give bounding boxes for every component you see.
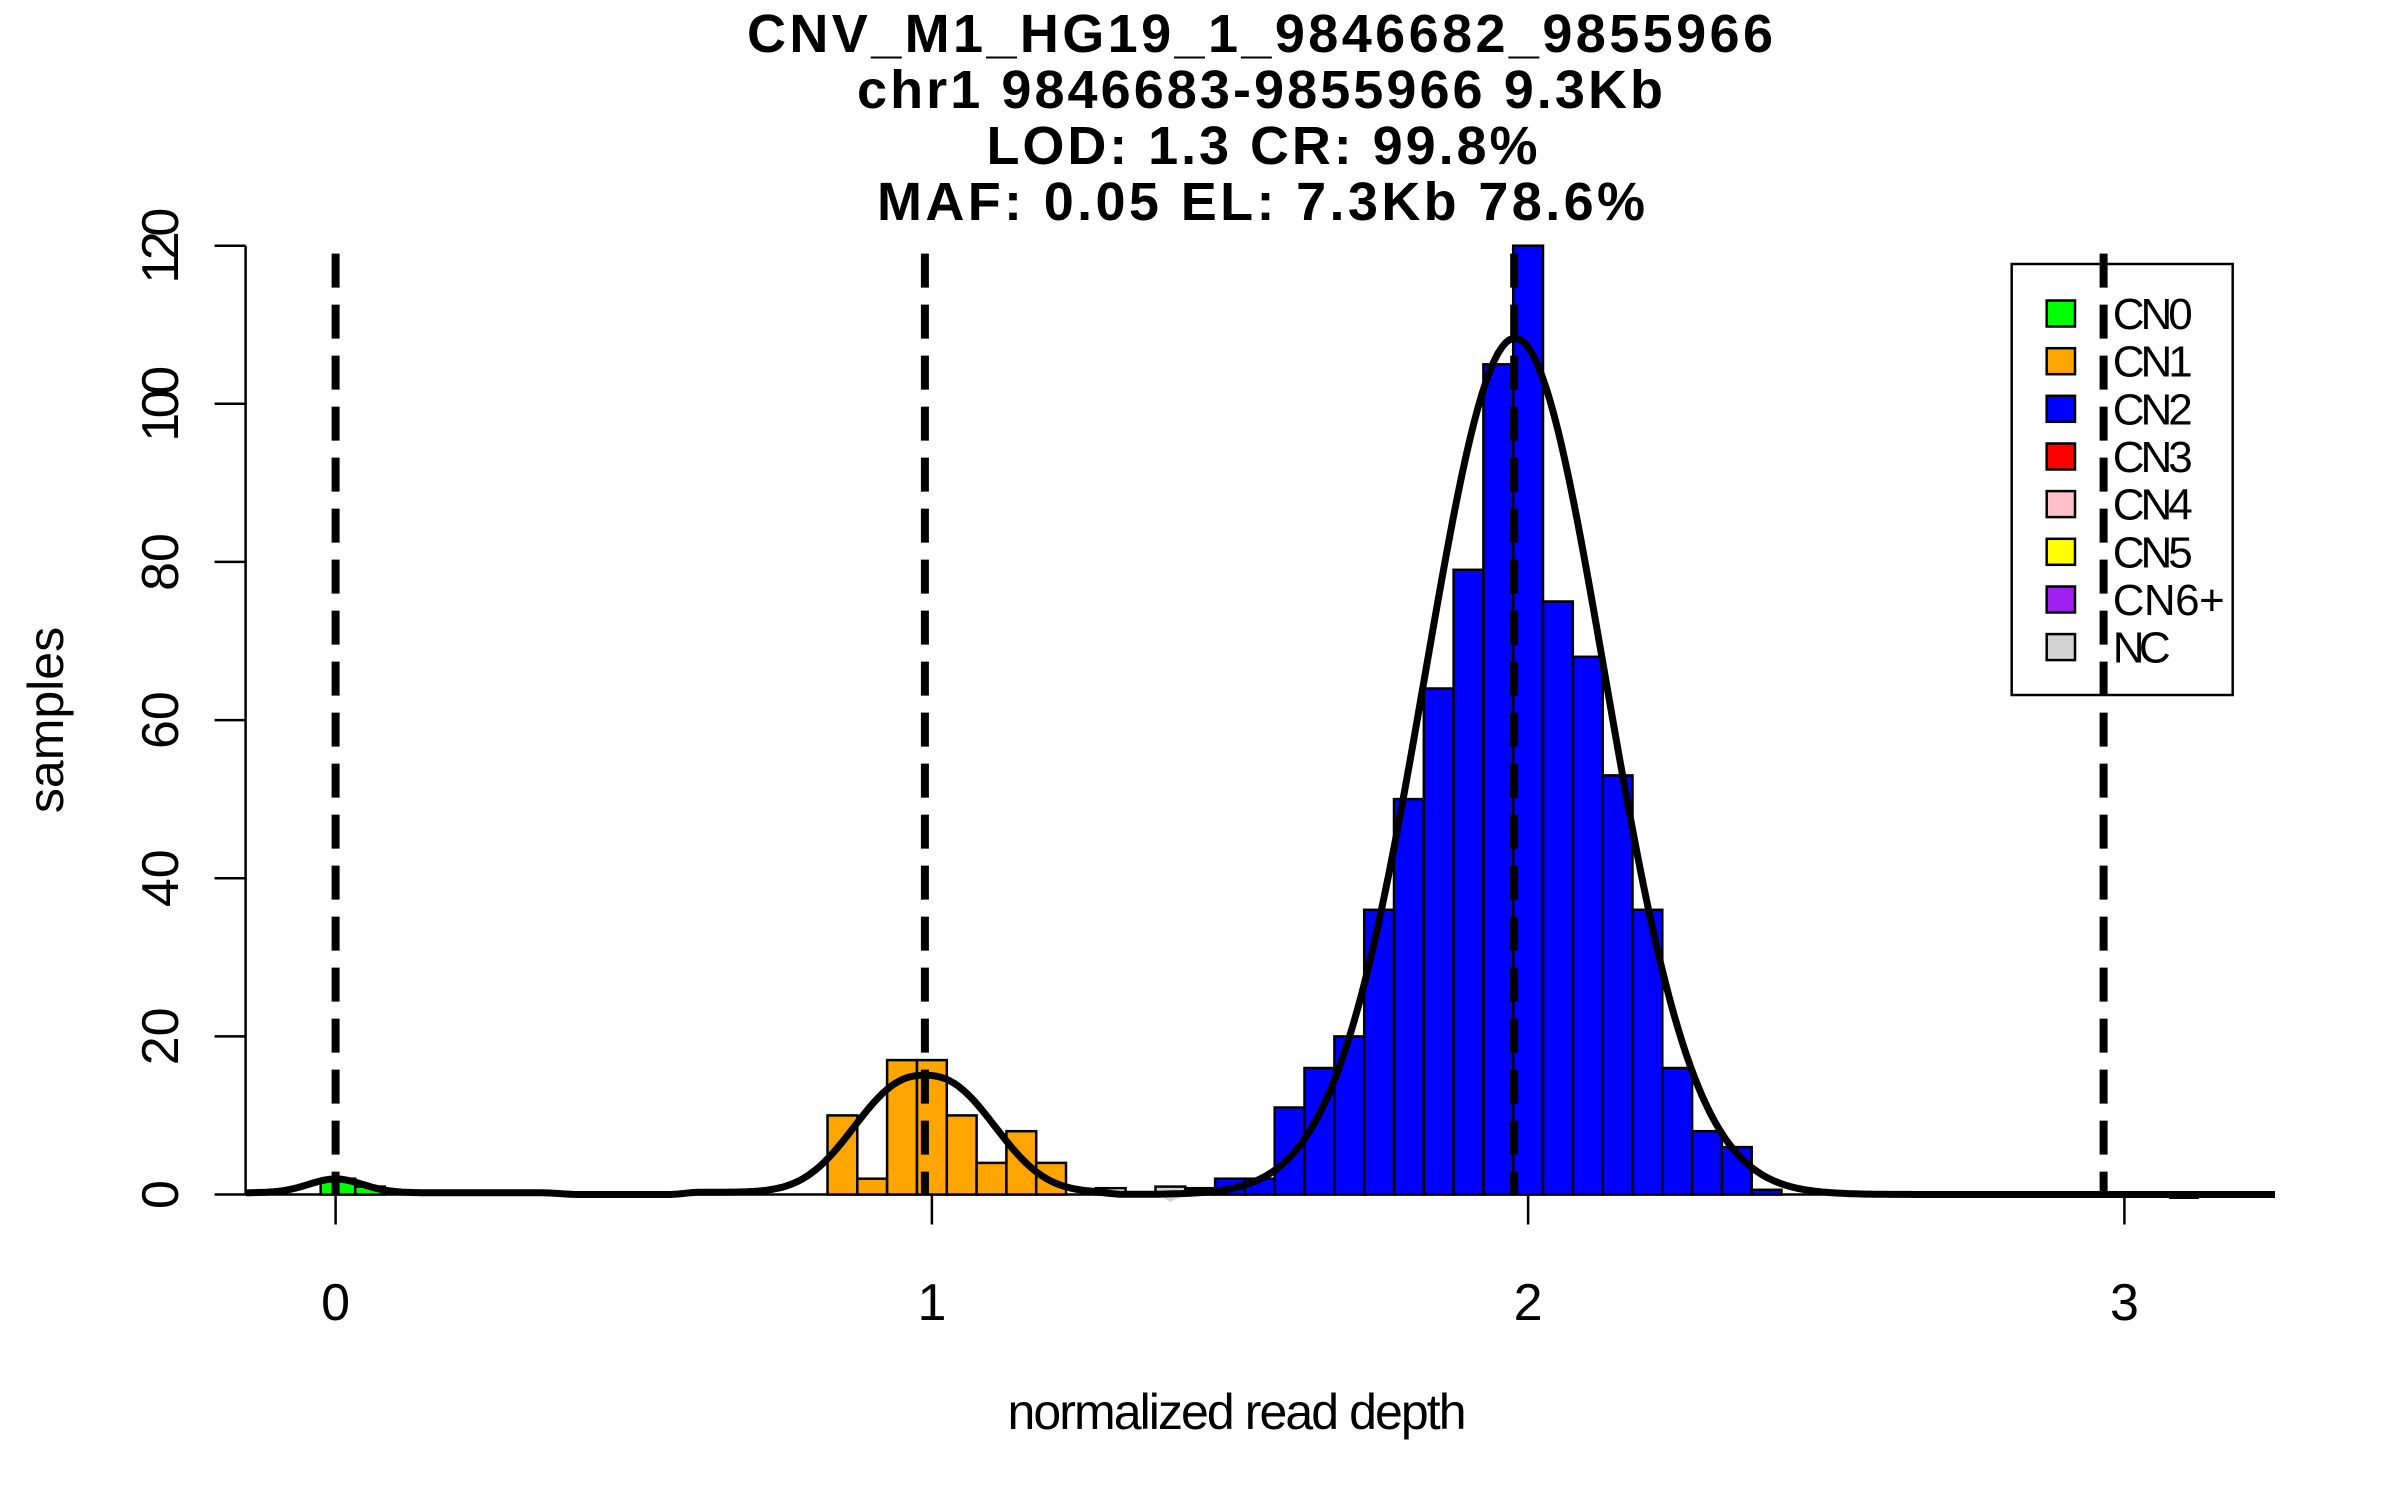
svg-text:samples: samples [18,627,74,813]
svg-text:LOD: 1.3 CR: 99.8%: LOD: 1.3 CR: 99.8% [987,116,1538,176]
svg-text:normalized read depth: normalized read depth [1008,1384,1467,1440]
svg-text:20: 20 [132,1007,190,1065]
svg-text:120: 120 [132,208,190,284]
svg-text:CN1: CN1 [2113,338,2193,387]
svg-text:3: 3 [2110,1274,2139,1332]
svg-text:chr1 9846683-9855966 9.3Kb: chr1 9846683-9855966 9.3Kb [857,60,1663,120]
svg-text:CN4: CN4 [2113,481,2193,530]
svg-text:CN5: CN5 [2113,528,2193,577]
svg-text:100: 100 [132,366,190,442]
svg-text:MAF: 0.05 EL: 7.3Kb 78.6%: MAF: 0.05 EL: 7.3Kb 78.6% [877,172,1645,232]
svg-text:60: 60 [132,691,190,749]
svg-text:NC: NC [2113,624,2171,673]
svg-text:2: 2 [1514,1274,1543,1332]
svg-text:40: 40 [132,849,190,907]
svg-text:CN6+: CN6+ [2113,576,2225,625]
svg-text:CN0: CN0 [2113,290,2193,339]
svg-text:1: 1 [917,1274,946,1332]
svg-text:CN2: CN2 [2113,385,2193,434]
svg-text:80: 80 [132,533,190,591]
svg-text:0: 0 [132,1180,190,1209]
svg-text:0: 0 [321,1274,350,1332]
svg-text:CNV_M1_HG19_1_9846682_9855966: CNV_M1_HG19_1_9846682_9855966 [747,4,1773,64]
svg-text:CN3: CN3 [2113,433,2193,482]
